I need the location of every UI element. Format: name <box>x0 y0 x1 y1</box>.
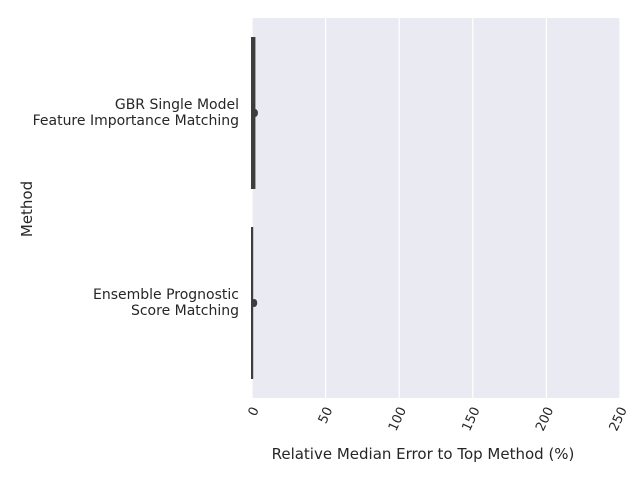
x-tick-label-250: 250 <box>607 405 631 434</box>
violin-median-0 <box>251 109 258 117</box>
violins <box>251 37 258 379</box>
category-labels: GBR Single Model Feature Importance Match… <box>33 97 239 319</box>
category-label-0: GBR Single Model Feature Importance Match… <box>33 97 239 129</box>
x-axis-title: Relative Median Error to Top Method (%) <box>272 445 575 463</box>
x-tick-label-200: 200 <box>533 405 557 434</box>
x-tick-labels: 0 50 100 150 200 250 <box>246 405 631 434</box>
plot-area <box>252 18 620 398</box>
category-label-1: Ensemble Prognostic Score Matching <box>93 287 239 319</box>
x-tick-label-150: 150 <box>460 405 484 434</box>
y-axis-title: Method <box>18 181 36 237</box>
x-tick-label-0: 0 <box>246 405 263 419</box>
x-tick-label-50: 50 <box>316 405 337 426</box>
x-tick-label-100: 100 <box>386 405 410 434</box>
violin-median-1 <box>251 299 258 307</box>
